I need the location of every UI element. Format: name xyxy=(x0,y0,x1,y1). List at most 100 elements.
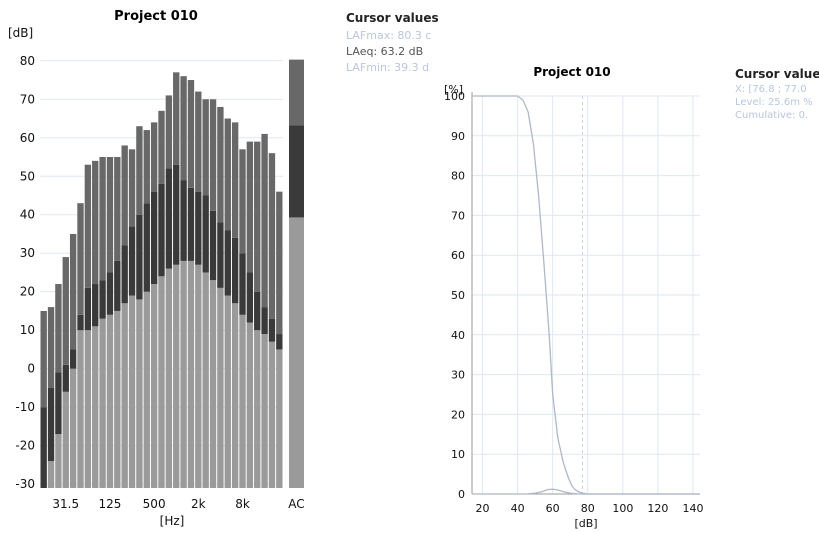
distribution-x-tick-label: 20 xyxy=(476,502,490,515)
spectrum-bar-min xyxy=(202,272,209,488)
spectrum-bar-max xyxy=(106,157,114,273)
spectrum-bar-min xyxy=(99,318,106,488)
spectrum-y-tick-label: 40 xyxy=(20,208,35,222)
spectrum-bar-min xyxy=(114,310,121,488)
spectrum-x-tick-label: 8k xyxy=(235,497,250,511)
spectrum-bar-max xyxy=(92,160,99,285)
spectrum-bar-eq xyxy=(69,349,77,369)
spectrum-bar-min xyxy=(209,280,217,488)
spectrum-bar-max xyxy=(47,307,55,388)
spectrum-bar-eq xyxy=(62,364,69,392)
spectrum-bar-eq xyxy=(180,180,187,261)
spectrum-y-ticks: 80 70 60 50 40 30 20 10 0 -10 -20 -30 xyxy=(15,54,35,491)
spectrum-bar-eq xyxy=(128,226,136,296)
distribution-x-tick-label: 60 xyxy=(546,502,560,515)
spectrum-bar-eq xyxy=(276,334,283,350)
left-cursor-line-1: LAFmax: 80.3 c xyxy=(346,29,431,42)
spectrum-bar-eq xyxy=(47,387,55,462)
distribution-y-tick-label: 80 xyxy=(451,170,465,183)
spectrum-bars xyxy=(40,72,283,488)
broadband-bar-lafmin xyxy=(289,217,304,489)
spectrum-bar-min xyxy=(180,260,187,488)
spectrum-bar-eq xyxy=(114,260,121,311)
spectrum-x-ticks: 31.5 125 500 2k 8k AC xyxy=(52,497,304,511)
spectrum-bar-eq xyxy=(40,407,47,488)
right-cursor-line-2: Level: 25.6m % xyxy=(735,97,813,108)
spectrum-y-tick-label: 50 xyxy=(20,169,35,183)
distribution-x-tick-label: 120 xyxy=(647,502,668,515)
octave-spectrum-chart: Project 010 [dB] 80 70 60 50 40 30 20 10 0 -10 -20… xyxy=(8,9,305,528)
spectrum-y-tick-label: -30 xyxy=(15,477,35,491)
distribution-y-tick-label: 10 xyxy=(451,448,465,461)
spectrum-bar-eq xyxy=(224,230,231,296)
spectrum-bar-min xyxy=(239,314,246,488)
broadband-x-tick-label: AC xyxy=(288,497,304,511)
spectrum-bar-eq xyxy=(254,291,261,331)
spectrum-bar-max xyxy=(187,80,195,188)
spectrum-bar-eq xyxy=(261,307,268,335)
distribution-y-tick-label: 30 xyxy=(451,369,465,382)
spectrum-bar-min xyxy=(165,268,173,488)
distribution-x-tick-label: 40 xyxy=(511,502,525,515)
spectrum-y-tick-label: 0 xyxy=(27,362,35,376)
distribution-y-tick-label: 0 xyxy=(458,488,465,501)
distribution-y-tick-label: 20 xyxy=(451,408,465,421)
broadband-bar-laeq xyxy=(289,125,304,218)
spectrum-bar-max xyxy=(136,126,143,215)
spectrum-y-tick-label: -10 xyxy=(15,400,35,414)
spectrum-bar-eq xyxy=(246,272,254,323)
spectrum-bar-min xyxy=(128,295,136,488)
spectrum-bar-min xyxy=(268,341,276,488)
spectrum-bar-max xyxy=(202,99,209,196)
broadband-bars xyxy=(289,59,304,489)
distribution-y-tick-label: 70 xyxy=(451,209,465,222)
spectrum-bar-max xyxy=(150,122,158,192)
spectrum-bar-max xyxy=(195,91,202,192)
spectrum-bar-max xyxy=(217,106,224,223)
spectrum-bar-max xyxy=(158,110,165,184)
spectrum-bar-max xyxy=(254,141,261,292)
distribution-x-tick-label: 140 xyxy=(682,502,703,515)
spectrum-bar-max xyxy=(77,203,84,315)
spectrum-bar-eq xyxy=(202,195,209,273)
left-cursor-title: Cursor values xyxy=(346,11,439,25)
spectrum-bar-eq xyxy=(239,253,246,315)
spectrum-bar-eq xyxy=(187,187,195,261)
spectrum-x-tick-label: 500 xyxy=(143,497,166,511)
distribution-y-tick-label: 50 xyxy=(451,289,465,302)
distribution-y-tick-label: 60 xyxy=(451,249,465,262)
spectrum-bar-min xyxy=(84,330,92,488)
spectrum-bar-eq xyxy=(99,280,106,319)
spectrum-y-tick-label: -20 xyxy=(15,439,35,453)
spectrum-bar-eq xyxy=(209,210,217,281)
spectrum-bar-max xyxy=(62,257,69,365)
spectrum-bar-min xyxy=(136,299,143,488)
spectrum-bar-max xyxy=(99,157,106,281)
spectrum-bar-max xyxy=(173,72,180,165)
spectrum-bar-eq xyxy=(268,318,276,342)
spectrum-bar-max xyxy=(40,310,47,408)
spectrum-bar-min xyxy=(62,391,69,488)
spectrum-y-tick-label: 80 xyxy=(20,54,35,68)
cumulative-distribution-chart: Project 010 [%] 0 10 20 30 40 50 60 70 80 90 100 2… xyxy=(444,65,703,530)
distribution-x-unit: [dB] xyxy=(574,517,597,530)
spectrum-bar-max xyxy=(180,76,187,181)
spectrum-bar-min xyxy=(254,330,261,488)
spectrum-bar-min xyxy=(143,291,150,488)
spectrum-bar-eq xyxy=(106,272,114,315)
spectrum-bar-min xyxy=(77,330,84,488)
spectrum-bar-min xyxy=(187,260,195,488)
left-cursor-values: Cursor values LAFmax: 80.3 c LAeq: 63.2 … xyxy=(346,11,439,74)
spectrum-title: Project 010 xyxy=(114,9,198,24)
spectrum-bar-max xyxy=(209,99,217,211)
spectrum-bar-min xyxy=(224,295,231,488)
spectrum-bar-min xyxy=(195,264,202,488)
spectrum-bar-eq xyxy=(77,314,84,331)
spectrum-bar-eq xyxy=(231,237,239,304)
spectrum-bar-eq xyxy=(195,191,202,265)
spectrum-bar-min xyxy=(173,264,180,488)
spectrum-bar-max xyxy=(143,130,150,204)
distribution-y-tick-label: 90 xyxy=(451,130,465,143)
spectrum-bar-eq xyxy=(121,245,128,304)
